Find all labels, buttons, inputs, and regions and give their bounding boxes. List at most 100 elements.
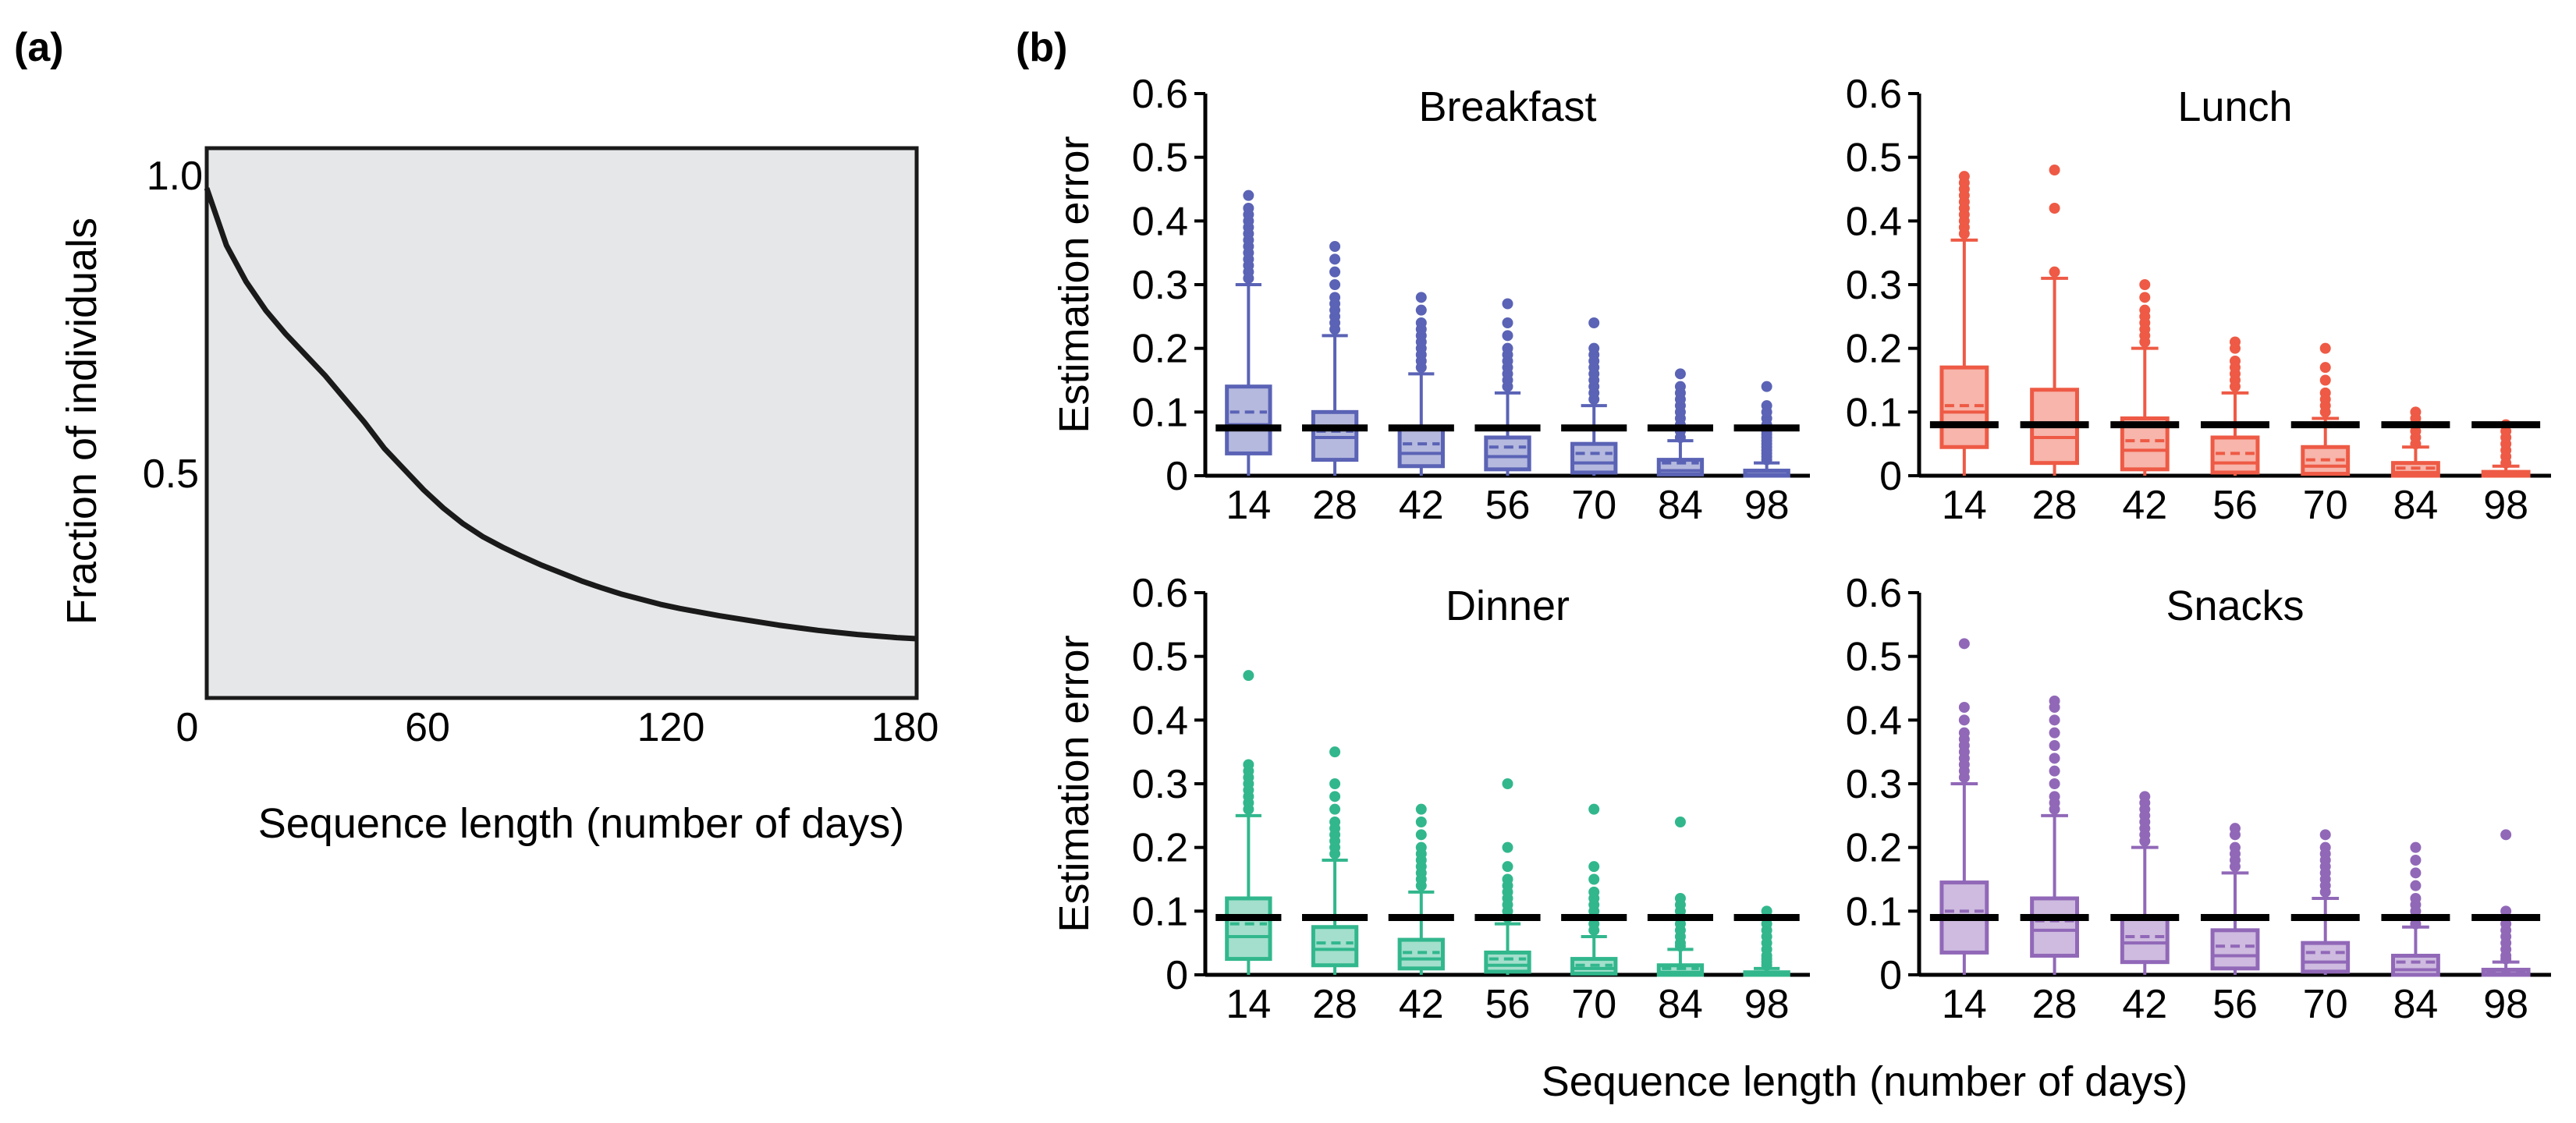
plot-area [204,146,919,700]
outlier-point [1415,803,1427,815]
outlier-point [2410,855,2422,866]
box-98: 98 [1733,905,1800,1027]
y-tick-label: 0.2 [1846,826,1902,871]
box-iqr [1225,384,1272,455]
outlier-point [1329,746,1341,758]
y-tick-label: 0.3 [1846,762,1902,807]
outlier-point [2410,893,2422,904]
y-tick-label: 0.6 [1846,72,1902,117]
x-tick-label: 14 [1226,982,1271,1027]
outlier-point [2230,841,2241,853]
box-iqr [1570,441,1618,475]
outlier-point [2319,342,2331,354]
panel-b-box-plots: 0 0.1 0.2 0.3 0.4 0.5 0.6 Breakfast Estimation e… [1051,72,2551,1027]
outlier-point [2500,829,2512,841]
box-14: 14 [1929,638,1999,1027]
box-iqr [1484,950,1531,974]
snacks-chart: 0 0.1 0.2 0.3 0.4 0.5 0.6 Snacks 14 28 42 56 70 84 98 [1846,571,2551,1027]
outlier-point [1588,873,1600,885]
outlier-point [1588,803,1600,815]
y-tick-label: 0.6 [1846,571,1902,616]
y-tick-label: 0 [1166,454,1188,499]
outlier-point [1243,203,1254,214]
outlier-point [1588,342,1600,354]
box-98: 98 [1733,381,1800,528]
y-tick-label: 0.2 [1132,327,1188,372]
outlier-point [1329,279,1341,290]
box-70: 70 [1561,803,1627,1027]
y-tick-label: 0.4 [1132,698,1188,743]
x-tick-label: 84 [2393,982,2439,1027]
outlier-point [1502,317,1513,328]
y-tick-label: 0.5 [1846,136,1902,181]
y-tick-label: 0 [1879,454,1902,499]
outlier-point [1415,317,1427,328]
box-70: 70 [2290,342,2360,528]
x-tick-label: 84 [2393,483,2439,528]
x-tick-label: 56 [1485,982,1531,1027]
dinner-title: Dinner [1446,583,1570,629]
box-56: 56 [1474,778,1541,1027]
outlier-point [2049,714,2060,726]
outlier-point [1415,841,1427,853]
panel-b-x-axis-title: Sequence length (number of days) [1542,1058,2188,1105]
outlier-point [1329,778,1341,789]
y-tick-label: 0 [1879,953,1902,998]
x-tick-label: 14 [1226,483,1271,528]
outlier-point [1415,292,1427,303]
x-axis-title: Sequence length (number of days) [258,800,905,847]
outlier-point [2049,203,2060,214]
y-tick-label: 0 [1166,953,1188,998]
box-28: 28 [2020,165,2089,528]
x-tick-label: 180 [871,705,939,750]
dinner-chart: 0 0.1 0.2 0.3 0.4 0.5 0.6 Dinner Estimation erro… [1051,571,1810,1027]
x-tick-label: 60 [405,705,450,750]
lunch-chart: 0 0.1 0.2 0.3 0.4 0.5 0.6 Lunch 14 28 42 56 70 84 98 [1846,72,2551,528]
outlier-point [2049,727,2060,739]
x-tick-label: 14 [1942,982,1987,1027]
y-tick-label: 0.4 [1846,199,1902,244]
outlier-point [1588,861,1600,873]
box-iqr [2120,916,2170,965]
outlier-point [2139,304,2151,316]
box-iqr [1397,426,1445,469]
outlier-point [2319,841,2331,853]
box-iqr [1311,409,1359,462]
box-iqr [1397,937,1445,971]
box-42: 42 [1388,292,1454,528]
x-tick-label: 98 [1744,982,1790,1027]
box-56: 56 [2201,823,2269,1027]
box-42: 42 [1388,803,1454,1027]
y-tick-label: 1.0 [147,154,203,199]
outlier-point [2049,765,2060,777]
y-tick-label: 0.3 [1846,263,1902,308]
y-tick-label: 0.5 [1846,635,1902,680]
box-28: 28 [1302,746,1368,1027]
y-tick-label: 0.1 [1846,390,1902,435]
outlier-point [1415,829,1427,841]
box-98: 98 [2471,829,2541,1027]
x-tick-label: 28 [1312,483,1357,528]
box-70: 70 [1561,317,1627,528]
box-84: 84 [1647,368,1713,528]
outlier-point [2049,778,2060,789]
outlier-point [1329,817,1341,827]
y-tick-label: 0.4 [1132,199,1188,244]
y-tick-label: 0.6 [1132,72,1188,117]
box-84: 84 [2381,841,2450,1027]
outlier-point [1588,317,1600,328]
outlier-point [2230,336,2241,348]
x-tick-label: 56 [2212,982,2258,1027]
y-axis-title: Estimation error [1051,136,1098,433]
outlier-point [2049,740,2060,751]
box-iqr [2030,896,2079,958]
outlier-point [2139,279,2151,290]
outlier-point [1958,727,1970,739]
box-84: 84 [1647,817,1713,1027]
y-tick-label: 0.6 [1132,571,1188,616]
x-tick-label: 56 [1485,483,1531,528]
x-tick-label: 56 [2212,483,2258,528]
outlier-point [1415,817,1427,827]
box-iqr [1939,365,1989,449]
y-axis-title: Fraction of individuals [59,218,105,625]
